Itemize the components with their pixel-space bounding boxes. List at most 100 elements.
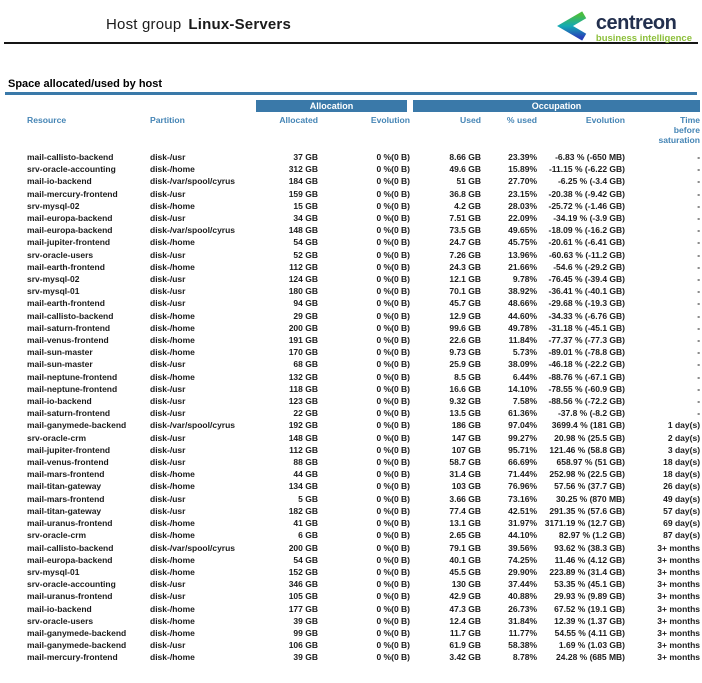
time-before-saturation-cell: 3 day(s) xyxy=(667,444,701,455)
allocation-evolution-cell: 0 %(0 B) xyxy=(376,200,411,211)
time-before-saturation-cell: - xyxy=(697,310,701,321)
percent-used-cell: 7.58% xyxy=(512,396,538,407)
allocated-cell: 124 GB xyxy=(288,274,318,285)
used-cell: 40.1 GB xyxy=(449,554,482,565)
resource-cell: mail-uranus-frontend xyxy=(27,591,113,602)
used-cell: 25.9 GB xyxy=(449,359,482,370)
table-row: mail-jupiter-frontend disk-/home 54 GB 0 %(… xyxy=(22,236,700,248)
used-cell: 12.4 GB xyxy=(449,615,482,626)
percent-used-cell: 14.10% xyxy=(508,383,538,394)
allocation-evolution-cell: 0 %(0 B) xyxy=(376,420,411,431)
allocated-cell: 37 GB xyxy=(293,152,318,162)
resource-cell: mail-ganymede-backend xyxy=(27,627,127,638)
used-cell: 2.65 GB xyxy=(449,530,482,541)
occupation-evolution-cell: -20.61 % (-6.41 GB) xyxy=(548,237,626,248)
time-before-saturation-cell: - xyxy=(697,261,701,272)
partition-cell: disk-/usr xyxy=(150,505,186,516)
partition-cell: disk-/usr xyxy=(150,493,186,504)
time-before-saturation-cell: - xyxy=(697,371,701,382)
table-row: mail-saturn-frontend disk-/usr 22 GB 0 %(0 … xyxy=(22,407,700,419)
time-before-saturation-cell: 3+ months xyxy=(657,640,701,651)
allocation-evolution-cell: 0 %(0 B) xyxy=(376,176,411,187)
allocation-evolution-cell: 0 %(0 B) xyxy=(376,432,411,443)
occupation-evolution-cell: 54.55 % (4.11 GB) xyxy=(554,627,626,638)
time-before-saturation-cell: - xyxy=(697,274,701,285)
percent-used-cell: 9.78% xyxy=(512,274,538,285)
resource-cell: mail-earth-frontend xyxy=(27,298,105,309)
allocated-cell: 346 GB xyxy=(288,579,318,590)
table-row: mail-saturn-frontend disk-/home 200 GB 0 %(… xyxy=(22,322,700,334)
occupation-evolution-cell: 12.39 % (1.37 GB) xyxy=(554,615,626,626)
used-cell: 73.5 GB xyxy=(449,225,482,236)
partition-cell: disk-/home xyxy=(150,518,195,529)
occupation-evolution-cell: 30.25 % (870 MB) xyxy=(556,493,626,504)
occupation-evolution-cell: -34.19 % (-3.9 GB) xyxy=(553,213,626,224)
occupation-evolution-cell: 20.98 % (25.5 GB) xyxy=(554,432,626,443)
resource-cell: mail-ganymede-backend xyxy=(27,640,127,651)
time-before-saturation-cell: 18 day(s) xyxy=(663,469,701,480)
allocation-evolution-cell: 0 %(0 B) xyxy=(376,530,411,541)
percent-used-cell: 42.51% xyxy=(508,505,538,516)
partition-cell: disk-/home xyxy=(150,164,195,175)
resource-cell: srv-oracle-users xyxy=(27,615,94,626)
allocated-cell: 6 GB xyxy=(298,530,318,541)
resource-cell: mail-sun-master xyxy=(27,359,93,370)
partition-cell: disk-/usr xyxy=(150,408,186,419)
partition-cell: disk-/home xyxy=(150,652,195,663)
time-before-saturation-cell: 18 day(s) xyxy=(663,457,701,468)
percent-used-cell: 8.78% xyxy=(512,652,538,663)
used-cell: 45.5 GB xyxy=(449,566,482,577)
percent-used-cell: 49.65% xyxy=(508,225,538,236)
percent-used-cell: 31.97% xyxy=(508,518,538,529)
col-header-time-before-saturation: Time before saturation xyxy=(658,115,701,145)
allocation-evolution-cell: 0 %(0 B) xyxy=(376,371,411,382)
partition-cell: disk-/var/spool/cyrus xyxy=(150,176,236,187)
time-before-saturation-cell: 3+ months xyxy=(657,579,701,590)
used-cell: 7.26 GB xyxy=(449,249,482,260)
occupation-evolution-cell: -18.09 % (-16.2 GB) xyxy=(548,225,626,236)
time-before-saturation-cell: - xyxy=(697,322,701,333)
resource-cell: mail-mars-frontend xyxy=(27,469,105,480)
allocated-cell: 200 GB xyxy=(288,322,318,333)
resource-cell: mail-uranus-frontend xyxy=(27,518,113,529)
occupation-evolution-cell: 3699.4 % (181 GB) xyxy=(551,420,626,431)
table-row: mail-io-backend disk-/home 177 GB 0 %(0 B) 4… xyxy=(22,603,700,615)
table-row: mail-callisto-backend disk-/usr 37 GB 0 %(0… xyxy=(22,145,700,163)
resource-cell: mail-jupiter-frontend xyxy=(27,444,111,455)
table-row: mail-callisto-backend disk-/home 29 GB 0 %(… xyxy=(22,310,700,322)
allocated-cell: 15 GB xyxy=(293,200,318,211)
percent-used-cell: 22.09% xyxy=(508,213,538,224)
resource-cell: srv-mysql-01 xyxy=(27,286,80,297)
allocated-cell: 39 GB xyxy=(293,615,318,626)
used-cell: 45.7 GB xyxy=(449,298,482,309)
time-before-saturation-cell: - xyxy=(697,176,701,187)
allocated-cell: 180 GB xyxy=(288,286,318,297)
allocation-evolution-cell: 0 %(0 B) xyxy=(376,310,411,321)
col-header-used: Used xyxy=(460,115,482,125)
used-cell: 11.7 GB xyxy=(449,627,482,638)
partition-cell: disk-/home xyxy=(150,310,195,321)
table-row: mail-mercury-frontend disk-/home 39 GB 0 %(… xyxy=(22,651,700,663)
occupation-evolution-cell: 291.35 % (57.6 GB) xyxy=(549,505,626,516)
percent-used-cell: 21.66% xyxy=(508,261,538,272)
resource-cell: mail-mercury-frontend xyxy=(27,188,118,199)
occupation-evolution-cell: -78.55 % (-60.9 GB) xyxy=(548,383,626,394)
table-column-header-row: Resource Partition Allocated Evolution U… xyxy=(22,112,700,145)
allocated-cell: 44 GB xyxy=(293,469,318,480)
allocated-cell: 39 GB xyxy=(293,652,318,663)
table-row: mail-mars-frontend disk-/usr 5 GB 0 %(0 B) 3… xyxy=(22,493,700,505)
occupation-evolution-cell: -54.6 % (-29.2 GB) xyxy=(553,261,626,272)
occupation-evolution-cell: 121.46 % (58.8 GB) xyxy=(549,444,626,455)
resource-cell: mail-titan-gateway xyxy=(27,505,102,516)
resource-cell: mail-io-backend xyxy=(27,396,92,407)
partition-cell: disk-/usr xyxy=(150,274,186,285)
resource-cell: srv-oracle-users xyxy=(27,249,94,260)
used-cell: 103 GB xyxy=(451,481,482,492)
occupation-evolution-cell: 53.35 % (45.1 GB) xyxy=(554,579,626,590)
allocated-cell: 54 GB xyxy=(293,237,318,248)
page-title: Host group Linux-Servers xyxy=(106,16,291,33)
table-row: mail-jupiter-frontend disk-/usr 112 GB 0 %(… xyxy=(22,444,700,456)
time-before-saturation-cell: 69 day(s) xyxy=(663,518,701,529)
partition-cell: disk-/home xyxy=(150,566,195,577)
allocation-evolution-cell: 0 %(0 B) xyxy=(376,444,411,455)
